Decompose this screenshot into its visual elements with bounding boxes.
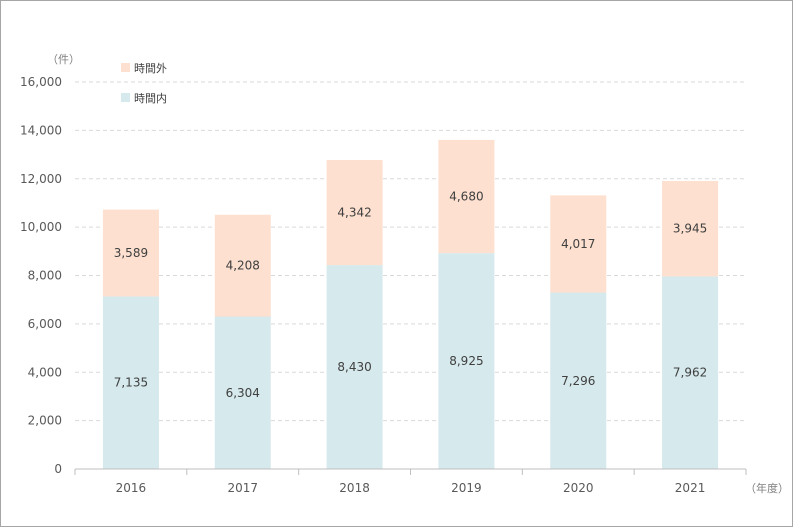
bar-segment: [102, 209, 159, 297]
x-tick-label: 2016: [116, 481, 147, 495]
x-axis: 2016 2017 2018 2019 2020 2021: [74, 468, 747, 495]
bar-segment: [326, 160, 383, 266]
y-axis: 0 2,000 4,000 6,000 8,000 10,000 12,000 14,000 1…: [20, 75, 62, 476]
y-tick-label: 0: [54, 462, 62, 476]
bar-segment: [438, 253, 495, 469]
bar-segment: [326, 265, 383, 469]
data-label: 7,962: [673, 366, 707, 380]
legend-label: 時間内: [134, 91, 167, 105]
bar-segment: [102, 296, 159, 469]
y-axis-unit: （件）: [47, 53, 80, 66]
data-label: 7,296: [561, 374, 595, 388]
bar-segment: [550, 292, 607, 469]
data-label: 6,304: [226, 386, 260, 400]
data-label: 4,342: [337, 206, 371, 220]
data-label: 4,208: [226, 259, 260, 273]
data-label: 4,017: [561, 237, 595, 251]
legend-swatch: [121, 93, 130, 102]
data-label: 3,945: [673, 222, 707, 236]
bar-segment: [438, 139, 495, 254]
bar-segment: [550, 195, 607, 293]
x-axis-unit: （年度）: [745, 481, 789, 495]
x-tick-label: 2019: [451, 481, 482, 495]
data-label: 3,589: [114, 246, 148, 260]
y-tick-label: 8,000: [28, 269, 62, 283]
y-tick-label: 10,000: [20, 220, 62, 234]
x-tick-label: 2020: [563, 481, 594, 495]
x-tick-label: 2021: [675, 481, 706, 495]
data-label: 8,430: [337, 360, 371, 374]
y-tick-label: 4,000: [28, 365, 62, 379]
bar-segment: [214, 214, 271, 317]
y-tick-label: 6,000: [28, 317, 62, 331]
bar-segment: [214, 316, 271, 469]
legend-label: 時間外: [134, 62, 167, 75]
x-tick-label: 2018: [339, 481, 370, 495]
y-tick-label: 14,000: [20, 123, 62, 137]
data-label: 7,135: [114, 376, 148, 390]
bar-segment: [662, 276, 719, 469]
legend-swatch: [121, 63, 130, 72]
y-tick-label: 16,000: [20, 75, 62, 89]
y-tick-label: 2,000: [28, 414, 62, 428]
bars: 7,135 3,589 6,304 4,208 8,430 4,342 8,925 4,680…: [102, 139, 719, 469]
y-tick-label: 12,000: [20, 172, 62, 186]
data-label: 4,680: [449, 190, 483, 204]
gridlines: [75, 81, 746, 422]
bar-segment: [662, 180, 719, 277]
data-label: 8,925: [449, 354, 483, 368]
x-tick-label: 2017: [227, 481, 258, 495]
